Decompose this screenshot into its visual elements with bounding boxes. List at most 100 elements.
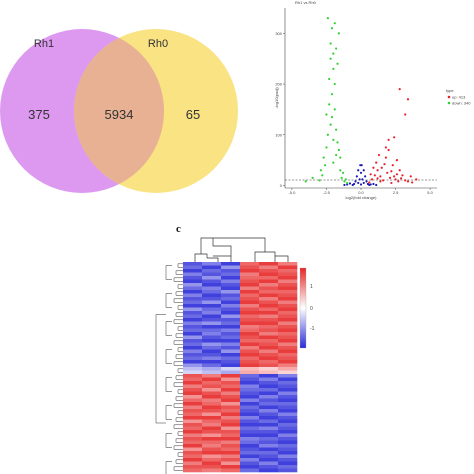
heatmap-cell (240, 349, 260, 354)
heatmap-cell (202, 391, 222, 396)
volcano-point (399, 177, 403, 180)
row-dendrogram-branch (177, 368, 183, 373)
volcano-legend-title: type (446, 88, 454, 93)
heatmap-cell (278, 346, 298, 350)
heatmap-cell (259, 262, 279, 266)
heatmap-cell (202, 437, 222, 441)
heatmap-cell (240, 409, 260, 413)
heatmap-cell (278, 430, 298, 434)
heatmap-cell (221, 423, 241, 427)
heatmap-cell (202, 300, 222, 305)
row-dendrogram-branch (173, 466, 183, 471)
heatmap-cell (221, 265, 241, 270)
volcano-point (384, 146, 387, 149)
heatmap-cell (221, 353, 241, 357)
heatmap-cell (183, 402, 203, 406)
heatmap-cell (183, 405, 203, 410)
row-dendrogram-branch (173, 340, 183, 345)
heatmap-cell (278, 451, 298, 455)
volcano-point (393, 136, 396, 139)
heatmap-cell (202, 458, 222, 462)
volcano-point (330, 115, 334, 119)
heatmap-cell (202, 388, 222, 392)
volcano-point (401, 174, 404, 177)
volcano-point (388, 176, 392, 179)
volcano-point (361, 178, 364, 181)
volcano-point (339, 156, 342, 159)
heatmap-cell (240, 325, 260, 329)
row-dendrogram-branch (175, 396, 183, 401)
heatmap-cell (202, 381, 222, 385)
volcano-point (369, 173, 372, 176)
volcano-point (325, 146, 328, 149)
heatmap-cell (202, 321, 222, 326)
volcano-point (404, 113, 407, 116)
venn-count-rh1-only: 375 (28, 107, 50, 122)
volcano-point (398, 88, 401, 91)
volcano-point (336, 62, 339, 65)
heatmap-cell (221, 325, 241, 329)
heatmap-cell (221, 304, 241, 308)
heatmap-cell (202, 293, 222, 298)
heatmap-cell (278, 290, 298, 294)
colorbar-tick-mid: 0 (310, 306, 313, 312)
heatmap-cell (221, 272, 241, 277)
heatmap-cell (221, 318, 241, 322)
volcano-point (319, 169, 323, 172)
heatmap-cell (202, 353, 222, 357)
heatmap-cell (183, 423, 203, 427)
row-dendrogram-branch (177, 410, 183, 415)
heatmap-cell (221, 461, 241, 466)
heatmap-cell (259, 360, 279, 364)
colorbar-tick-low: -1 (310, 326, 315, 332)
heatmap-cell (259, 447, 279, 452)
volcano-point (365, 180, 368, 183)
venn-label-rh0: Rh0 (148, 38, 168, 50)
heatmap-cell (240, 416, 260, 420)
heatmap-cell (259, 353, 279, 357)
heatmap-cell (183, 447, 203, 452)
heatmap-cell (278, 335, 298, 340)
heatmap-cell (202, 346, 222, 350)
heatmap-cell (259, 318, 279, 322)
heatmap-cell (202, 339, 222, 343)
heatmap-cell (259, 381, 279, 385)
heatmap-cell (259, 293, 279, 298)
heatmap-cell (202, 342, 222, 347)
heatmap-cell (240, 430, 260, 434)
heatmap-cell (221, 342, 241, 347)
row-dendrogram-branch (165, 265, 172, 280)
heatmap-cell (259, 314, 279, 319)
heatmap-cell (259, 377, 279, 382)
heatmap-cell (278, 300, 298, 305)
heatmap-cell (221, 307, 241, 312)
volcano-point (332, 138, 335, 141)
heatmap-cell (278, 447, 298, 452)
heatmap-cell (183, 335, 203, 340)
heatmap-cell (202, 454, 222, 459)
heatmap-cell (278, 370, 298, 375)
heatmap-cells (183, 262, 298, 473)
heatmap-cell (183, 409, 203, 413)
volcano-point (330, 93, 334, 96)
heatmap-cell (259, 367, 279, 371)
heatmap-cell (183, 451, 203, 455)
heatmap-cell (259, 426, 279, 431)
heatmap-cell (259, 398, 279, 403)
heatmap-cell (221, 409, 241, 413)
volcano-point (332, 161, 335, 164)
row-dendrogram-branch (175, 459, 183, 464)
row-dendrogram-branch (175, 375, 183, 380)
heatmap-cell (259, 272, 279, 277)
heatmap-cell (259, 297, 279, 301)
heatmap-cell (221, 332, 241, 336)
heatmap-cell (202, 349, 222, 354)
volcano-point (358, 178, 361, 181)
heatmap-cell (183, 314, 203, 319)
heatmap-cell (240, 377, 260, 382)
heatmap-cell (240, 286, 260, 291)
heatmap-cell (202, 332, 222, 336)
heatmap-cell (259, 290, 279, 294)
volcano-point (393, 175, 396, 178)
heatmap-cell (259, 468, 279, 473)
